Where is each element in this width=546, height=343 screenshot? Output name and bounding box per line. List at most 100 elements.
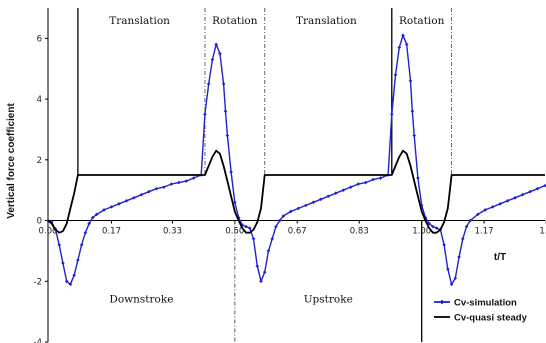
data-point (378, 176, 383, 180)
data-point (393, 73, 398, 77)
chart-labels: Translation Rotation Translation Rotation Do… (6, 15, 506, 306)
data-point (513, 195, 517, 200)
data-point (169, 182, 174, 186)
data-point (64, 279, 69, 284)
data-point (408, 79, 413, 83)
data-point (210, 57, 215, 62)
data-point (244, 224, 248, 229)
y-tick-label: 6 (37, 34, 42, 44)
data-point (72, 273, 76, 277)
data-point (363, 180, 368, 185)
data-point (102, 208, 106, 212)
series-line (47, 34, 546, 285)
data-point (162, 185, 166, 189)
data-point (457, 255, 461, 259)
data-point (431, 224, 435, 229)
legend-marker (439, 299, 445, 305)
phase-label: Translation (296, 15, 357, 27)
data-point (397, 45, 402, 50)
data-point (449, 282, 454, 287)
data-point (434, 226, 439, 230)
data-point (255, 264, 260, 268)
data-point (229, 170, 233, 174)
data-point (214, 42, 218, 47)
y-tick-label: 2 (37, 156, 42, 166)
x-axis-title: t/T (494, 252, 506, 263)
chart-axes: -4-202460.000.170.330.500.670.831.001.17… (34, 8, 546, 343)
y-axis-title: Vertical force coefficient (6, 103, 17, 219)
y-tick-label: -4 (34, 338, 42, 343)
data-point (259, 279, 263, 284)
data-point (247, 226, 252, 230)
data-point (356, 182, 360, 186)
data-point (410, 109, 415, 114)
series-line (47, 149, 545, 234)
data-point (311, 200, 316, 205)
data-point (412, 133, 417, 138)
data-point (251, 236, 256, 241)
data-point (401, 33, 405, 38)
data-point (419, 203, 424, 208)
data-point (203, 112, 207, 117)
data-point (490, 205, 495, 209)
data-point (416, 176, 420, 180)
data-point (266, 249, 271, 253)
y-tick-label: -2 (34, 277, 42, 287)
data-point (221, 82, 226, 86)
data-point (528, 189, 532, 194)
data-point (505, 199, 510, 203)
data-point (91, 215, 95, 220)
data-point (277, 218, 282, 223)
data-point (296, 206, 301, 211)
data-point (427, 221, 431, 226)
phase-label: Rotation (399, 15, 445, 27)
data-point (326, 194, 331, 199)
data-point (389, 112, 394, 117)
data-point (191, 176, 196, 180)
data-point (442, 243, 446, 247)
data-point (371, 177, 375, 182)
data-point (154, 186, 159, 191)
data-point (333, 191, 338, 196)
x-tick-label: 0.33 (163, 227, 182, 237)
data-point (281, 214, 286, 218)
x-tick-label: 0.00 (39, 227, 58, 237)
series-lines (46, 33, 546, 287)
x-tick-label: 0.83 (350, 227, 369, 237)
data-point (109, 205, 114, 209)
data-point (460, 236, 465, 241)
data-point (289, 209, 293, 214)
data-point (132, 195, 136, 200)
phase-label: Translation (109, 15, 170, 27)
data-point (223, 109, 228, 114)
data-point (94, 212, 99, 217)
stroke-label: Downstroke (109, 294, 173, 306)
data-point (543, 183, 546, 188)
data-point (341, 188, 346, 192)
data-point (498, 202, 502, 206)
data-point (124, 199, 129, 203)
data-point (206, 82, 211, 86)
data-point (520, 192, 525, 197)
data-point (475, 212, 480, 217)
y-tick-label: 0 (37, 217, 42, 227)
data-point (240, 223, 245, 227)
data-point (61, 261, 65, 265)
data-point (139, 192, 144, 197)
data-point (304, 203, 308, 208)
x-tick-label: 0.67 (288, 227, 307, 237)
data-point (446, 267, 450, 271)
data-point (147, 189, 151, 194)
data-point (318, 197, 323, 202)
phase-label: Rotation (212, 15, 258, 27)
y-tick-label: 4 (37, 95, 42, 105)
data-point (176, 180, 181, 185)
x-tick-label: 1.3 (539, 227, 546, 237)
stroke-label: Upstroke (304, 294, 353, 306)
data-point (535, 186, 540, 191)
data-point (83, 230, 88, 235)
data-point (225, 133, 230, 138)
data-point (274, 224, 278, 229)
data-point (404, 42, 409, 47)
data-point (117, 202, 121, 206)
